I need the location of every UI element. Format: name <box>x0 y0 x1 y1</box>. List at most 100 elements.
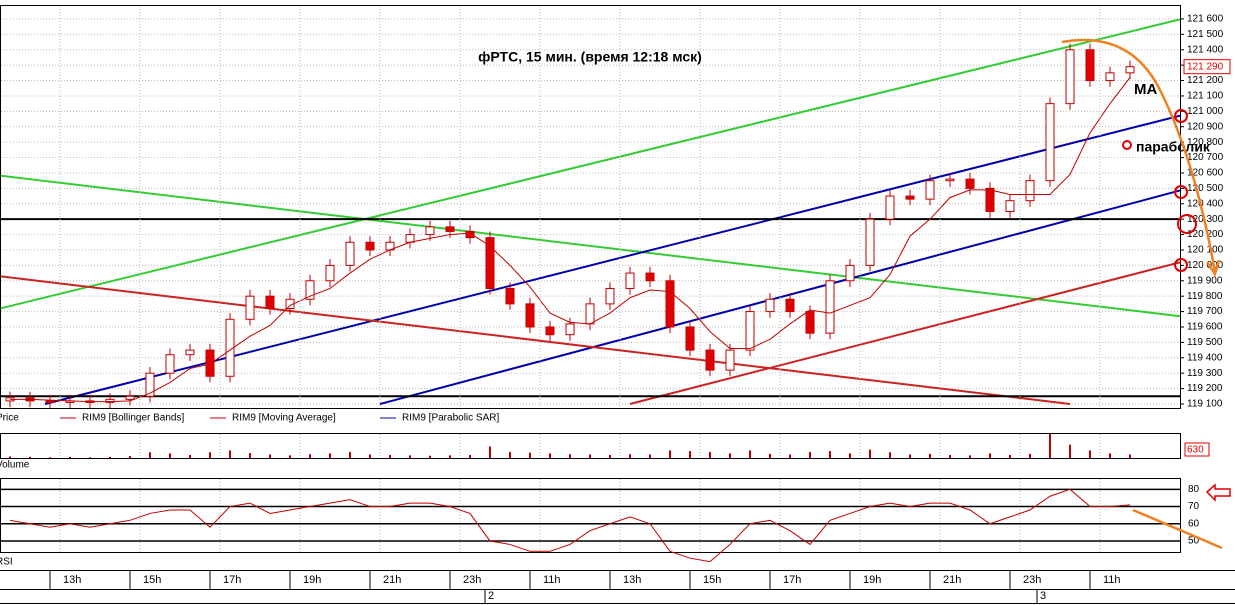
candle-body <box>1045 103 1055 182</box>
panel-label: RSI <box>0 557 13 568</box>
x-tick-label: 21h <box>943 574 961 586</box>
y-tick-label: 121 400 <box>1187 44 1224 55</box>
day-label: 2 <box>488 590 494 602</box>
y-tick-label: 120 900 <box>1187 121 1224 132</box>
candle-body <box>165 354 175 374</box>
candle-body <box>365 241 375 251</box>
y-tick-label: 119 400 <box>1187 352 1223 363</box>
candle-body <box>325 264 335 282</box>
y-tick-label: 120 500 <box>1187 183 1224 194</box>
candle-body <box>105 398 115 403</box>
last-price-label: 121 290 <box>1187 61 1224 72</box>
candle-body <box>1125 66 1135 74</box>
candle-body <box>565 323 575 336</box>
candle-body <box>445 226 455 232</box>
x-tick-label: 23h <box>1023 574 1041 586</box>
rsi-tick-label: 80 <box>1188 484 1200 495</box>
candle-body <box>1105 72 1115 82</box>
x-tick-label: 15h <box>143 574 161 586</box>
y-tick-label: 119 700 <box>1187 306 1223 317</box>
y-tick-label: 119 600 <box>1187 322 1223 333</box>
y-tick-label: 120 700 <box>1187 152 1224 163</box>
y-tick-label: 120 400 <box>1187 198 1224 209</box>
candle-body <box>765 298 775 313</box>
candle-body <box>585 303 595 325</box>
y-tick-label: 121 000 <box>1187 106 1224 117</box>
candle-body <box>665 280 675 328</box>
marker-circle <box>1177 214 1197 234</box>
y-tick-label: 121 500 <box>1187 29 1224 40</box>
candle-body <box>265 295 275 310</box>
trendline <box>629 261 1180 405</box>
rsi-tick-label: 50 <box>1188 536 1200 547</box>
trendline <box>1 174 1180 318</box>
x-tick-label: 23h <box>463 574 481 586</box>
y-tick-label: 119 900 <box>1187 275 1223 286</box>
marker-circle <box>1122 140 1132 150</box>
candle-body <box>785 298 795 313</box>
candle-body <box>405 234 415 243</box>
y-tick-label: 121 100 <box>1187 91 1224 102</box>
candle-body <box>685 326 695 351</box>
x-tick-label: 11h <box>1103 574 1121 586</box>
trendline <box>1 18 1180 310</box>
y-tick-label: 120 600 <box>1187 168 1224 179</box>
legend-label: RIM9 [Moving Average] <box>232 413 336 424</box>
candle-body <box>505 287 515 305</box>
volume-panel <box>0 433 1181 459</box>
candle-body <box>1005 200 1015 212</box>
x-tick-label: 15h <box>703 574 721 586</box>
day-label: 3 <box>1040 590 1046 602</box>
candle-body <box>1085 49 1095 82</box>
marker-circle <box>1174 185 1188 199</box>
candle-body <box>645 272 655 282</box>
candle-body <box>745 311 755 351</box>
candle-body <box>625 272 635 289</box>
candle-body <box>345 241 355 266</box>
candle-body <box>45 400 55 403</box>
forecast-arrow <box>1132 508 1223 550</box>
y-tick-label: 119 800 <box>1187 291 1223 302</box>
rsi-line <box>9 488 1131 563</box>
candle-body <box>125 395 135 400</box>
candle-body <box>825 280 835 334</box>
y-tick-label: 119 200 <box>1187 383 1223 394</box>
last-price-box <box>1183 59 1231 75</box>
rsi-panel <box>0 478 1181 553</box>
x-tick-label: 19h <box>303 574 321 586</box>
y-tick-label: 120 100 <box>1187 245 1224 256</box>
candle-body <box>425 226 435 236</box>
chart-layer: 119 100 119 200 119 300 119 400 119 500 119 6… <box>0 6 1231 603</box>
x-tick-label: 13h <box>623 574 641 586</box>
rsi-tick-label: 70 <box>1188 501 1200 512</box>
candle-body <box>725 349 735 371</box>
trendline <box>1 275 1071 405</box>
forecast-arrow <box>1061 38 1217 273</box>
candle-body <box>545 326 555 336</box>
y-tick-label: 120 200 <box>1187 229 1224 240</box>
candle-body <box>465 230 475 239</box>
annotation: MA <box>1134 81 1157 98</box>
x-tick-label: 11h <box>543 574 561 586</box>
y-tick-label: 119 500 <box>1187 337 1223 348</box>
y-tick-label: 121 200 <box>1187 75 1224 86</box>
candle-body <box>185 349 195 356</box>
price-panel <box>0 5 1181 409</box>
arrow-head <box>1205 259 1221 277</box>
rsi-tick-label: 60 <box>1188 518 1200 529</box>
legend-label: RIM9 [Bollinger Bands] <box>82 413 184 424</box>
candle-body <box>205 349 215 377</box>
x-tick-label: 17h <box>223 574 241 586</box>
annotation: параболик <box>1136 139 1211 155</box>
candle-body <box>985 187 995 212</box>
panel-label: Volume <box>0 460 30 471</box>
candle-body <box>805 311 815 334</box>
y-tick-label: 119 100 <box>1187 399 1223 410</box>
y-tick-label: 119 300 <box>1187 368 1223 379</box>
chart-title: фРТС, 15 мин. (время 12:18 мск) <box>478 49 702 65</box>
y-tick-label: 120 000 <box>1187 260 1224 271</box>
x-tick-label: 17h <box>783 574 801 586</box>
candle-body <box>1025 180 1035 202</box>
candle-body <box>305 280 315 300</box>
